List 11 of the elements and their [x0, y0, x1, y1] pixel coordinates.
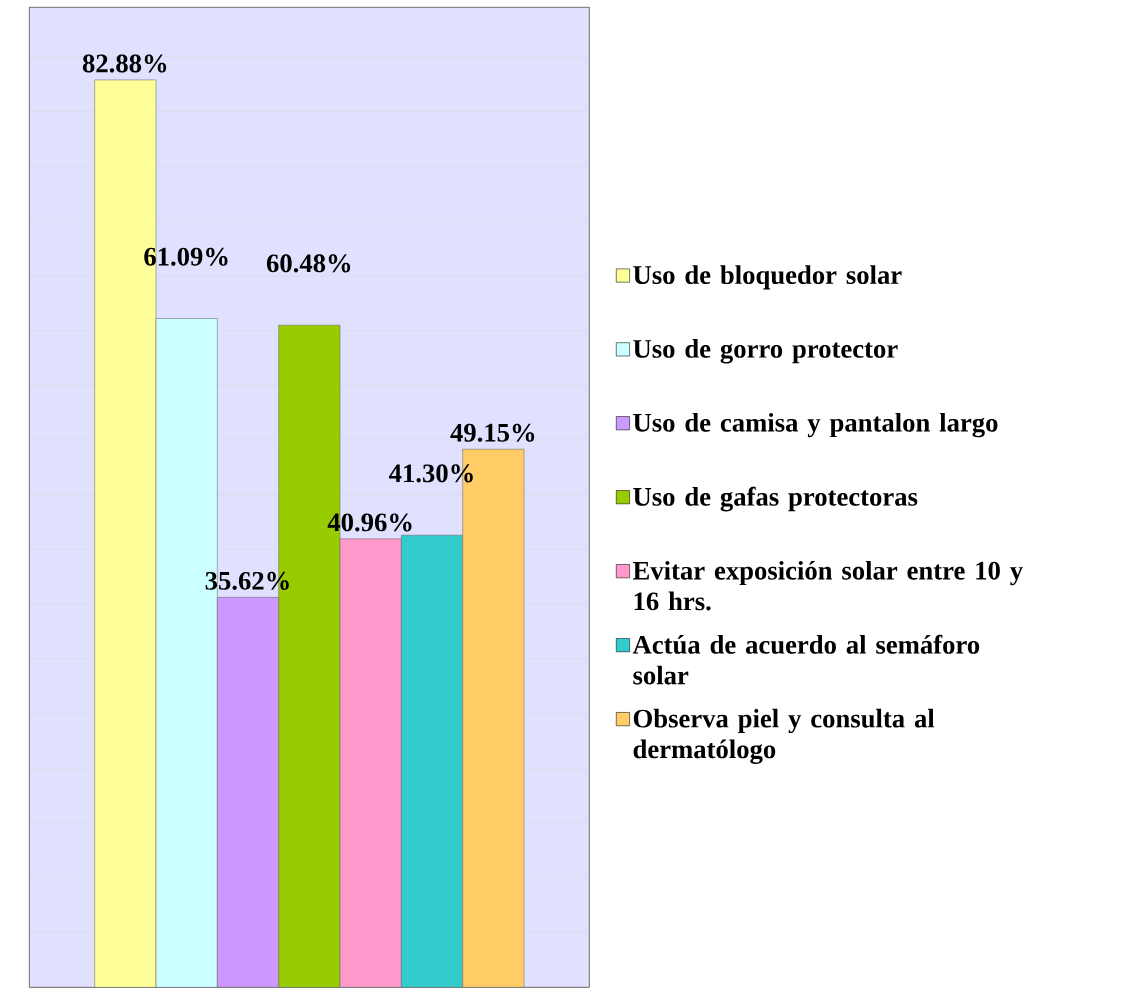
legend-label: Observa piel y consulta al dermatólogo	[633, 708, 935, 764]
legend-label: Actúa de acuerdo al semáforo solar	[632, 634, 980, 685]
data-label: 49.15%	[450, 423, 535, 442]
data-label: 60.48%	[266, 254, 351, 273]
data-label: 61.09%	[144, 247, 228, 266]
legend-label: Uso de gorro protector	[633, 339, 898, 364]
legend-label: Uso de bloquedor solar	[633, 265, 902, 290]
legend-label: Uso de camisa y pantalon largo	[633, 412, 998, 438]
legend-label: Evitar exposición solar entre 10 y 16 hrs.	[632, 560, 1023, 611]
legend-label: Uso de gafas protectoras	[633, 486, 918, 512]
data-label: 82.88%	[82, 54, 167, 73]
